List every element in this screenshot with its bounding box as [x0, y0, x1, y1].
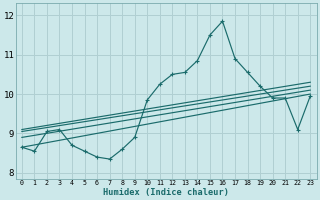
X-axis label: Humidex (Indice chaleur): Humidex (Indice chaleur)	[103, 188, 229, 197]
